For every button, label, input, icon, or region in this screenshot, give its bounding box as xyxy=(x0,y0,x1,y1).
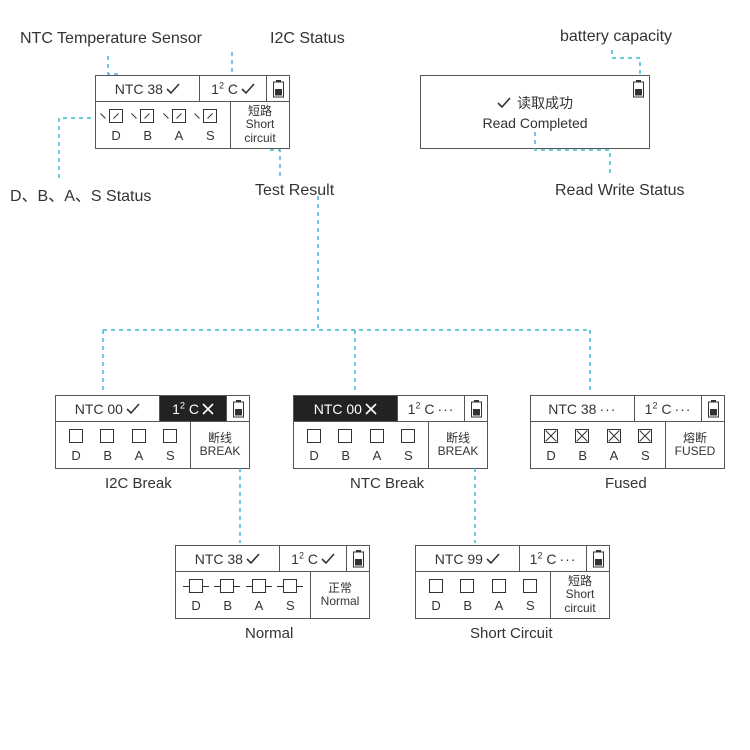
label-battery-capacity: battery capacity xyxy=(560,28,672,46)
lcd-short-circuit: NTC 99 12 C··· DBAS 短路Shortcircuit xyxy=(415,545,610,619)
caption-fused: Fused xyxy=(605,475,647,492)
read-completed-panel: 读取成功 Read Completed xyxy=(420,75,650,149)
caption-ntc-break: NTC Break xyxy=(350,475,424,492)
caption-normal: Normal xyxy=(245,625,293,642)
label-read-write-status: Read Write Status xyxy=(555,182,685,200)
lcd-ntc-break: NTC 00 12 C··· DBAS 断线BREAK xyxy=(293,395,488,469)
lcd-main: NTC 38 12 C DBAS 短路Shortcircuit xyxy=(95,75,290,149)
caption-i2c-break: I2C Break xyxy=(105,475,172,492)
lcd-normal: NTC 38 12 C DBAS 正常Normal xyxy=(175,545,370,619)
label-dbas-status: D、B、A、S Status xyxy=(10,182,151,206)
label-ntc-sensor: NTC Temperature Sensor xyxy=(20,30,202,48)
check-icon xyxy=(497,97,511,109)
label-test-result: Test Result xyxy=(255,182,334,200)
read-panel-line1: 读取成功 xyxy=(517,93,573,113)
lcd-i2c-break: NTC 00 12 C DBAS 断线BREAK xyxy=(55,395,250,469)
battery-icon xyxy=(633,80,644,98)
label-i2c-status: I2C Status xyxy=(270,30,345,48)
caption-short-circuit: Short Circuit xyxy=(470,625,553,642)
read-panel-line2: Read Completed xyxy=(482,115,587,131)
lcd-fused: NTC 38··· 12 C··· DBAS 熔断FUSED xyxy=(530,395,725,469)
